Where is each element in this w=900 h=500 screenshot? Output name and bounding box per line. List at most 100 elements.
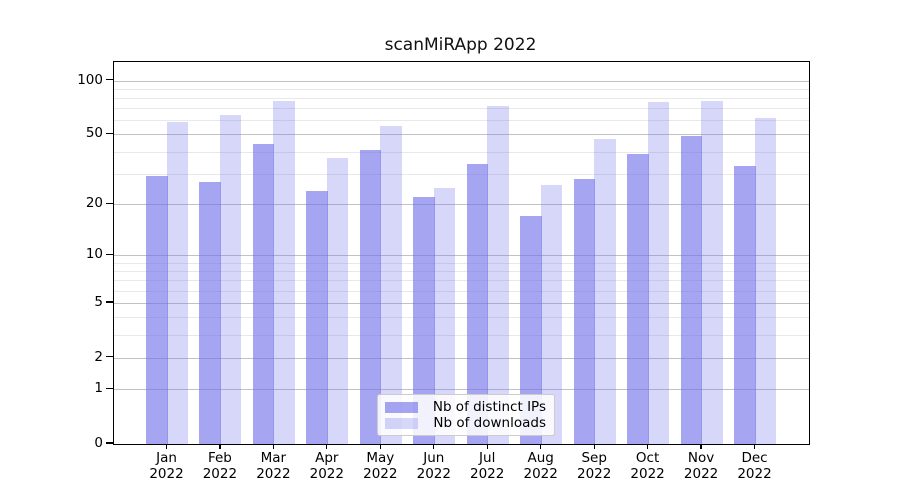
bar-feb-distinct-ips xyxy=(199,181,221,444)
x-tick-label-aug: Aug 2022 xyxy=(511,450,571,482)
legend-label-downloads: Nb of downloads xyxy=(433,415,546,431)
major-gridline-5 xyxy=(114,302,809,304)
x-tick-label-dec: Dec 2022 xyxy=(725,450,785,482)
x-tick-mar xyxy=(272,444,275,449)
y-tick-label-1: 1 xyxy=(94,380,103,397)
bar-feb-downloads xyxy=(219,115,242,444)
x-tick-label-may: May 2022 xyxy=(350,450,410,482)
x-tick-label-nov: Nov 2022 xyxy=(671,450,731,482)
legend-item-downloads: Nb of downloads xyxy=(385,415,546,431)
x-tick-label-apr: Apr 2022 xyxy=(297,450,357,482)
x-tick-aug xyxy=(540,444,542,449)
minor-gridline-60 xyxy=(114,120,809,122)
minor-gridline-8 xyxy=(114,271,809,272)
bar-jun-downloads xyxy=(433,187,456,444)
minor-gridline-80 xyxy=(114,98,809,99)
x-tick-year-aug: 2022 xyxy=(523,466,558,482)
legend-item-distinct-ips: Nb of distinct IPs xyxy=(385,399,546,415)
bar-jan-downloads xyxy=(166,121,188,444)
bar-dec-downloads xyxy=(754,117,776,444)
y-tick-2 xyxy=(106,355,113,358)
y-tick-label-20: 20 xyxy=(85,195,103,212)
minor-gridline-7 xyxy=(114,280,809,282)
x-tick-label-feb: Feb 2022 xyxy=(190,450,250,482)
x-tick-year-jun: 2022 xyxy=(416,466,451,482)
minor-gridline-4 xyxy=(114,317,809,319)
x-tick-nov xyxy=(700,444,702,449)
bar-oct-distinct-ips xyxy=(627,153,649,444)
y-tick-label-10: 10 xyxy=(85,246,103,263)
y-tick-label-100: 100 xyxy=(77,71,103,88)
minor-gridline-70 xyxy=(114,108,809,110)
y-tick-0 xyxy=(106,442,113,444)
bar-dec-distinct-ips xyxy=(734,166,756,444)
minor-gridline-9 xyxy=(114,262,809,264)
chart-title: scanMiRApp 2022 xyxy=(384,35,537,55)
bar-sep-downloads xyxy=(594,139,616,444)
bar-mar-distinct-ips xyxy=(252,144,275,444)
bar-sep-distinct-ips xyxy=(573,178,596,444)
x-tick-jul xyxy=(486,444,488,449)
x-tick-label-sep: Sep 2022 xyxy=(564,450,624,482)
x-tick-sep xyxy=(593,444,595,449)
x-tick-dec xyxy=(753,444,756,449)
major-gridline-2 xyxy=(114,357,809,359)
bar-may-distinct-ips xyxy=(359,149,382,444)
bar-aug-distinct-ips xyxy=(520,216,542,444)
x-tick-may xyxy=(379,444,381,449)
x-tick-year-nov: 2022 xyxy=(683,466,719,482)
bar-jun-distinct-ips xyxy=(413,197,435,444)
x-tick-year-mar: 2022 xyxy=(256,466,291,482)
minor-gridline-3 xyxy=(114,334,809,336)
y-tick-10 xyxy=(106,253,113,255)
bar-nov-downloads xyxy=(701,101,723,444)
minor-gridline-40 xyxy=(114,151,809,153)
minor-gridline-90 xyxy=(114,88,809,90)
x-tick-apr xyxy=(326,444,328,449)
y-tick-20 xyxy=(106,202,113,204)
x-tick-year-apr: 2022 xyxy=(309,466,344,482)
y-tick-100 xyxy=(106,79,113,81)
bar-may-downloads xyxy=(380,125,402,444)
y-tick-label-50: 50 xyxy=(85,125,103,142)
major-gridline-50 xyxy=(114,134,809,136)
major-gridline-100 xyxy=(114,80,809,82)
y-tick-label-0: 0 xyxy=(94,435,103,451)
x-tick-year-sep: 2022 xyxy=(577,466,612,482)
major-gridline-10 xyxy=(114,255,809,257)
x-tick-year-dec: 2022 xyxy=(737,466,772,482)
x-tick-year-oct: 2022 xyxy=(630,466,665,482)
x-tick-label-mar: Mar 2022 xyxy=(243,450,303,482)
x-tick-jun xyxy=(433,444,435,449)
x-tick-label-jul: Jul 2022 xyxy=(457,450,517,482)
legend: Nb of distinct IPs Nb of downloads xyxy=(377,394,555,436)
y-tick-1 xyxy=(106,387,113,390)
bar-mar-downloads xyxy=(273,101,295,444)
x-tick-year-jan: 2022 xyxy=(149,466,184,482)
minor-gridline-30 xyxy=(114,173,809,175)
bar-jan-distinct-ips xyxy=(146,176,168,444)
y-tick-label-5: 5 xyxy=(94,293,103,310)
y-tick-5 xyxy=(106,301,113,303)
x-tick-label-jan: Jan 2022 xyxy=(137,450,197,482)
x-tick-jan xyxy=(165,444,168,449)
plot-area xyxy=(113,61,810,445)
x-tick-year-feb: 2022 xyxy=(202,466,238,482)
x-tick-year-jul: 2022 xyxy=(470,466,505,482)
minor-gridline-6 xyxy=(114,290,809,292)
x-tick-label-jun: Jun 2022 xyxy=(404,450,464,482)
major-gridline-20 xyxy=(114,204,809,206)
x-tick-oct xyxy=(646,444,649,449)
x-tick-label-oct: Oct 2022 xyxy=(618,450,678,482)
legend-label-distinct-ips: Nb of distinct IPs xyxy=(432,399,546,415)
bar-nov-distinct-ips xyxy=(680,136,703,444)
major-gridline-1 xyxy=(114,389,809,391)
bar-apr-distinct-ips xyxy=(306,190,328,444)
legend-swatch-distinct-ips xyxy=(385,401,418,413)
bar-apr-downloads xyxy=(326,157,349,444)
y-tick-50 xyxy=(106,132,113,135)
x-tick-feb xyxy=(219,444,221,449)
legend-swatch-downloads xyxy=(385,417,418,429)
y-tick-label-2: 2 xyxy=(94,348,103,365)
